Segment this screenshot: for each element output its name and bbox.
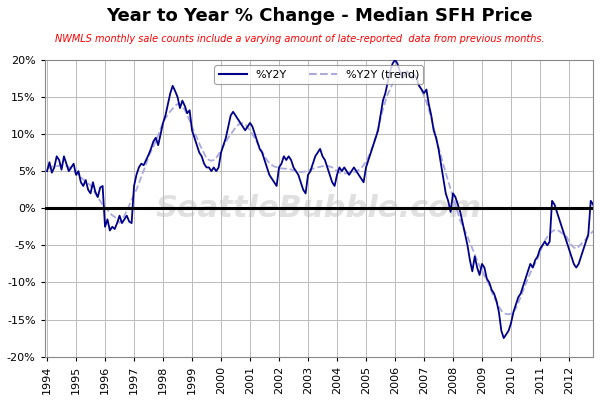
Line: %Y2Y (trend): %Y2Y (trend)	[47, 72, 600, 314]
%Y2Y	[43, 169, 50, 174]
%Y2Y (trend)	[341, 171, 348, 176]
%Y2Y	[416, 83, 423, 88]
Legend: %Y2Y, %Y2Y (trend): %Y2Y, %Y2Y (trend)	[214, 65, 424, 84]
%Y2Y	[290, 165, 297, 170]
%Y2Y	[46, 160, 53, 165]
%Y2Y	[341, 165, 348, 170]
%Y2Y (trend)	[416, 83, 423, 88]
Text: NWMLS monthly sale counts include a varying amount of late-reported  data from p: NWMLS monthly sale counts include a vary…	[55, 34, 545, 44]
%Y2Y	[210, 165, 217, 170]
%Y2Y (trend)	[123, 208, 130, 213]
%Y2Y (trend)	[46, 166, 53, 170]
Text: SeattleBubble.com: SeattleBubble.com	[156, 194, 482, 223]
%Y2Y (trend)	[290, 168, 297, 172]
%Y2Y (trend)	[505, 312, 512, 317]
%Y2Y (trend)	[43, 166, 50, 170]
%Y2Y (trend)	[210, 158, 217, 162]
%Y2Y	[123, 213, 130, 218]
%Y2Y	[500, 336, 508, 340]
Line: %Y2Y: %Y2Y	[47, 60, 600, 338]
%Y2Y	[391, 57, 398, 62]
Title: Year to Year % Change - Median SFH Price: Year to Year % Change - Median SFH Price	[106, 7, 532, 25]
%Y2Y (trend)	[401, 69, 408, 74]
